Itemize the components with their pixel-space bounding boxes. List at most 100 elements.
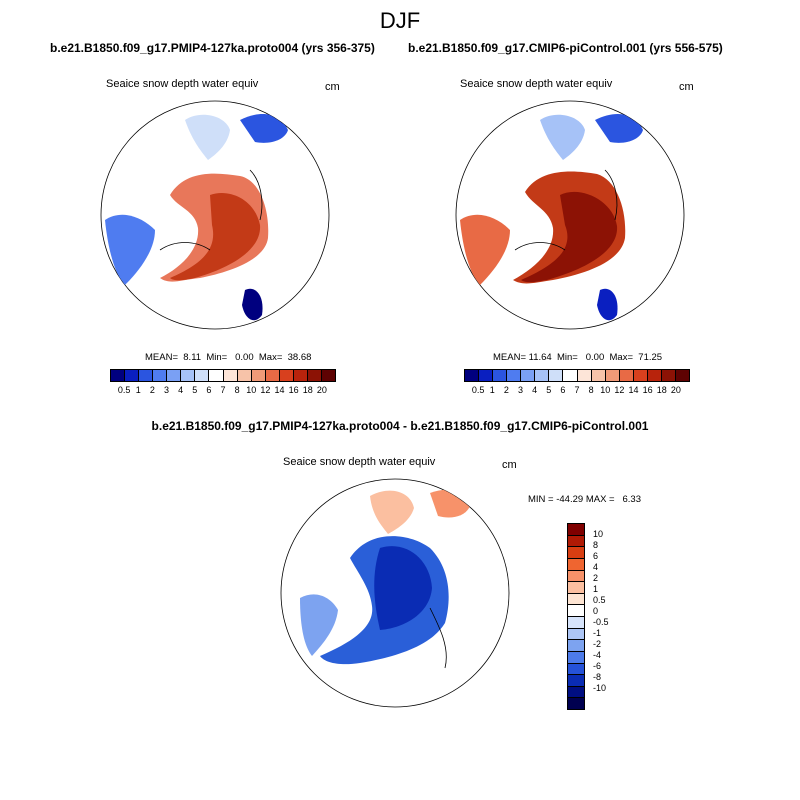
- pacific-negative: [300, 594, 338, 656]
- barents-ice: [540, 114, 585, 160]
- colorbar-tick-label: 3: [517, 385, 524, 395]
- colorbar-swatch: [167, 370, 182, 381]
- colorbar-swatch: [568, 558, 584, 571]
- colorbar-tick-label: 0.5: [117, 385, 131, 395]
- panel-3-colorbar: [567, 523, 585, 710]
- panel-1-units-label: cm: [325, 81, 340, 93]
- colorbar-tick-label: 12: [614, 385, 625, 395]
- figure-title: DJF: [379, 8, 421, 33]
- colorbar-tick-label: 1: [593, 584, 599, 594]
- colorbar-swatch: [321, 370, 335, 381]
- colorbar-tick-label: 0: [593, 606, 599, 616]
- greenland-edge: [240, 114, 288, 143]
- panel-3-stats: MIN = -44.29 MAX = 6.33: [528, 494, 641, 505]
- barents-positive: [370, 490, 414, 534]
- colorbar-swatch: [265, 370, 280, 381]
- pacific-ice: [460, 214, 510, 285]
- colorbar-swatch: [568, 535, 584, 548]
- colorbar-swatch: [139, 370, 154, 381]
- colorbar-tick-label: 18: [302, 385, 313, 395]
- colorbar-tick-label: 18: [656, 385, 667, 395]
- colorbar-swatch: [237, 370, 252, 381]
- colorbar-tick-label: 2: [593, 573, 599, 583]
- panel-1-colorbar-ticks: 0.5 1 2 3 4 5 6 7 8 10 12 14 16 18 20: [110, 385, 336, 397]
- colorbar-swatch: [195, 370, 210, 381]
- colorbar-swatch: [568, 593, 584, 606]
- colorbar-tick-label: -2: [593, 639, 602, 649]
- colorbar-tick-label: 5: [546, 385, 552, 395]
- colorbar-swatch: [568, 570, 584, 583]
- panel-1-colorbar: [110, 369, 336, 382]
- colorbar-swatch: [619, 370, 634, 381]
- panel-2-title: b.e21.B1850.f09_g17.CMIP6-piControl.001 …: [408, 41, 723, 55]
- colorbar-tick-label: 6: [206, 385, 212, 395]
- panel-3-title: b.e21.B1850.f09_g17.PMIP4-127ka.proto004…: [151, 419, 649, 433]
- colorbar-tick-label: 3: [163, 385, 170, 395]
- panel-3-colorbar-ticks: 10 8 6 4 2 1 0.5 0 -0.5 -1 -2 -4 -6 -8 -10: [593, 523, 623, 710]
- colorbar-tick-label: 0.5: [471, 385, 485, 395]
- colorbar-tick-label: 10: [600, 385, 611, 395]
- barents-ice: [185, 114, 230, 160]
- colorbar-tick-label: -6: [593, 661, 602, 671]
- colorbar-swatch: [465, 370, 480, 381]
- colorbar-tick-label: 4: [532, 385, 538, 395]
- colorbar-tick-label: 4: [178, 385, 184, 395]
- colorbar-tick-label: 1: [489, 385, 495, 395]
- colorbar-swatch: [307, 370, 322, 381]
- colorbar-swatch: [568, 547, 584, 559]
- panel-2-stats: MEAN= 11.64 Min= 0.00 Max= 71.25: [493, 352, 663, 363]
- colorbar-tick-label: 5: [192, 385, 198, 395]
- colorbar-swatch: [535, 370, 550, 381]
- colorbar-swatch: [568, 628, 584, 641]
- colorbar-swatch: [507, 370, 522, 381]
- colorbar-tick-label: 4: [593, 562, 599, 572]
- colorbar-swatch: [493, 370, 508, 381]
- hudson-ice: [597, 288, 618, 321]
- colorbar-swatch: [568, 524, 584, 536]
- colorbar-tick-label: -10: [593, 683, 607, 693]
- colorbar-tick-label: -0.5: [593, 617, 609, 627]
- colorbar-tick-label: 8: [593, 540, 599, 550]
- colorbar-tick-label: 7: [220, 385, 226, 395]
- colorbar-swatch: [479, 370, 494, 381]
- colorbar-swatch: [661, 370, 676, 381]
- panel-1-title: b.e21.B1850.f09_g17.PMIP4-127ka.proto004…: [50, 41, 375, 55]
- difference-strong: [374, 546, 432, 630]
- panel-1-stats: MEAN= 8.11 Min= 0.00 Max= 38.68: [145, 352, 312, 363]
- colorbar-swatch: [251, 370, 266, 381]
- colorbar-swatch: [568, 675, 584, 687]
- colorbar-tick-label: 12: [260, 385, 271, 395]
- panel-3-variable-label: Seaice snow depth water equiv: [283, 456, 436, 468]
- colorbar-tick-label: 14: [628, 385, 639, 395]
- colorbar-swatch: [223, 370, 238, 381]
- panel-2-colorbar-ticks: 0.5 1 2 3 4 5 6 7 8 10 12 14 16 18 20: [464, 385, 690, 397]
- colorbar-swatch: [293, 370, 308, 381]
- colorbar-swatch: [209, 370, 224, 381]
- colorbar-swatch: [675, 370, 689, 381]
- seaice-thick-region: [521, 191, 618, 283]
- colorbar-tick-label: 16: [288, 385, 299, 395]
- colorbar-tick-label: 1: [135, 385, 141, 395]
- colorbar-swatch: [125, 370, 140, 381]
- colorbar-tick-label: 8: [588, 385, 594, 395]
- colorbar-tick-label: 10: [593, 529, 604, 539]
- colorbar-swatch: [549, 370, 564, 381]
- colorbar-swatch: [568, 640, 584, 652]
- colorbar-swatch: [521, 370, 536, 381]
- colorbar-swatch: [568, 686, 584, 699]
- colorbar-tick-label: 2: [149, 385, 155, 395]
- panel-2-colorbar: [464, 369, 690, 382]
- colorbar-swatch: [605, 370, 620, 381]
- panel-1-polar-map: [100, 100, 330, 330]
- colorbar-swatch: [111, 370, 126, 381]
- colorbar-swatch: [563, 370, 578, 381]
- colorbar-swatch: [568, 663, 584, 676]
- colorbar-tick-label: 20: [316, 385, 327, 395]
- hudson-ice: [242, 288, 263, 321]
- panel-2-variable-label: Seaice snow depth water equiv: [460, 78, 613, 90]
- panel-3-units-label: cm: [502, 459, 517, 471]
- colorbar-tick-label: 2: [503, 385, 509, 395]
- colorbar-tick-label: 8: [234, 385, 240, 395]
- colorbar-swatch: [633, 370, 648, 381]
- colorbar-tick-label: 20: [670, 385, 681, 395]
